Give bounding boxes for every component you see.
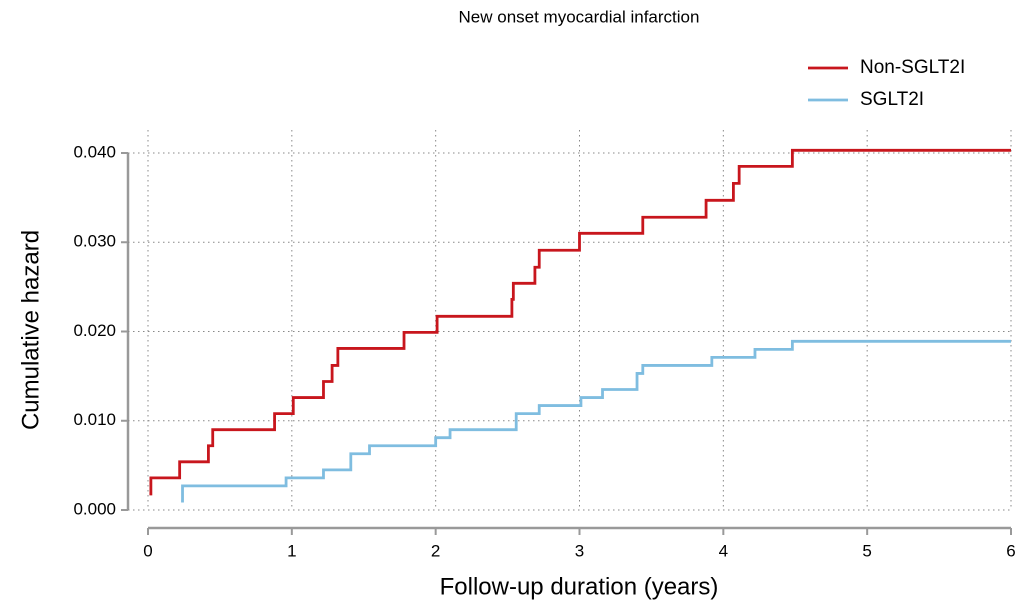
x-tick-label: 2	[431, 541, 440, 560]
x-tick-label: 4	[719, 541, 728, 560]
y-tick-label: 0.020	[73, 321, 116, 340]
y-tick-label: 0.000	[73, 499, 116, 518]
y-axis-label: Cumulative hazard	[17, 230, 44, 430]
y-tick-label: 0.030	[73, 232, 116, 251]
legend-label: SGLT2I	[860, 89, 924, 110]
x-tick-label: 3	[575, 541, 584, 560]
y-tick-label: 0.040	[73, 142, 116, 161]
x-tick-label: 6	[1006, 541, 1015, 560]
chart-title: New onset myocardial infarction	[459, 7, 700, 26]
x-tick-label: 0	[143, 541, 152, 560]
x-tick-label: 5	[862, 541, 871, 560]
y-tick-label: 0.010	[73, 410, 116, 429]
hazard-line	[181, 339, 1011, 503]
legend-label: Non-SGLT2I	[860, 57, 965, 78]
x-axis-label: Follow-up duration (years)	[440, 573, 719, 600]
hazard-line	[149, 148, 1011, 496]
x-tick-label: 1	[287, 541, 296, 560]
